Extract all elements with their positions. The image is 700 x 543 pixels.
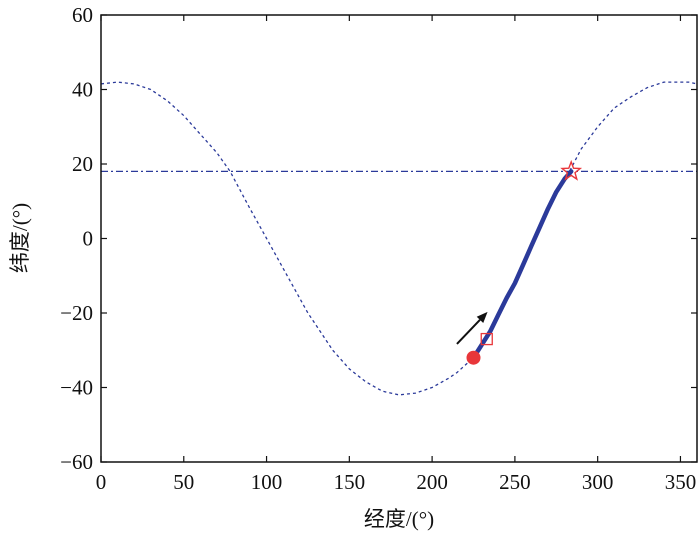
y-tick-label: 40	[72, 78, 93, 102]
x-tick-label: 300	[582, 470, 614, 494]
square-point-marker	[480, 332, 493, 346]
series-trajectory	[471, 169, 574, 360]
x-tick-label: 50	[173, 470, 194, 494]
y-tick-label: −20	[60, 301, 93, 325]
direction-arrow-shaft	[456, 319, 481, 345]
y-tick-label: −60	[60, 450, 93, 474]
x-tick-label: 250	[499, 470, 531, 494]
y-tick-label: 20	[72, 152, 93, 176]
x-tick-label: 0	[96, 470, 107, 494]
x-axis-label: 经度/(°)	[364, 507, 434, 531]
x-tick-label: 350	[665, 470, 697, 494]
axes-frame	[100, 14, 698, 463]
plot-area: 0 50 100 150 200 250 300 350 −60 −40 −20 0 20 40 60	[60, 3, 698, 494]
series-ground-track	[100, 81, 698, 396]
x-tick-label: 150	[334, 470, 366, 494]
start-point-marker	[466, 350, 481, 365]
end-point-marker	[560, 159, 583, 181]
y-axis-label: 纬度/(°)	[8, 203, 32, 273]
direction-arrow-head	[476, 311, 488, 323]
y-tick-label: 60	[72, 3, 93, 27]
x-tick-label: 100	[251, 470, 283, 494]
y-tick-label: 0	[83, 227, 94, 251]
y-tick-label: −40	[60, 376, 93, 400]
x-tick-label: 200	[416, 470, 448, 494]
